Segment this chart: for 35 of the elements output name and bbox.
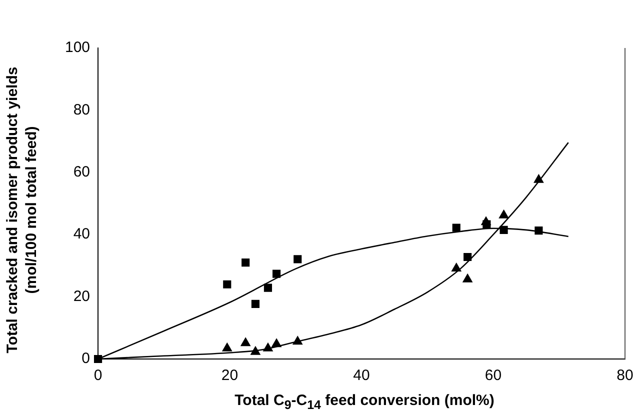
x-tick-label: 40: [353, 367, 370, 384]
point: [452, 224, 460, 232]
x-tick-label: 20: [221, 367, 238, 384]
y-axis-title: Total cracked and isomer product yields (mol/100 mol total feed): [3, 66, 41, 356]
x-tick-label: 60: [484, 367, 502, 384]
point: [94, 354, 102, 364]
x-tick-label: 0: [94, 367, 102, 384]
y-tick-label: 100: [64, 39, 90, 56]
y-tick-label: 40: [73, 226, 90, 243]
point: [482, 220, 491, 228]
point: [498, 210, 509, 218]
x-axis-title: Total C$_{9}$-C$_{14}$ feed conversion (mol%): [234, 392, 496, 412]
point: [223, 280, 232, 288]
point: [500, 226, 508, 234]
point: [534, 226, 543, 235]
point: [250, 346, 260, 355]
point: [251, 300, 260, 308]
point: [534, 174, 544, 183]
point: [242, 258, 250, 267]
point: [452, 263, 462, 272]
point: [272, 270, 281, 278]
point: [222, 342, 232, 352]
point: [263, 342, 273, 352]
y-tick-label: 60: [73, 164, 90, 181]
y-tick-label: 80: [73, 101, 90, 118]
point: [462, 274, 472, 282]
y-tick-label: 20: [73, 288, 90, 305]
point: [292, 336, 302, 345]
y-tick-label: 0: [82, 350, 90, 368]
point: [264, 284, 272, 292]
point: [272, 338, 282, 348]
point: [294, 255, 302, 264]
x-tick-label: 80: [616, 367, 634, 384]
point: [464, 252, 472, 262]
point: [240, 338, 250, 346]
